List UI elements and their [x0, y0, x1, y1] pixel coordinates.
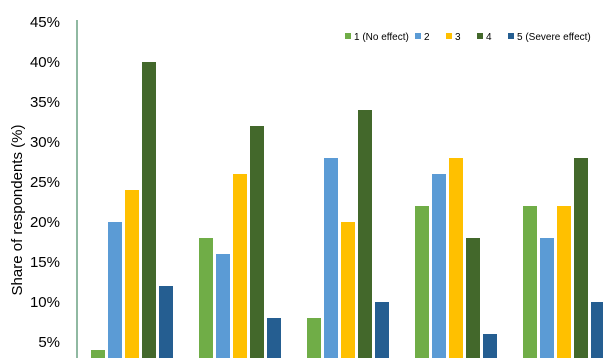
bar	[591, 302, 603, 358]
bar	[307, 318, 321, 358]
bar	[324, 158, 338, 358]
y-tick-label: 40%	[30, 54, 60, 71]
bar	[108, 222, 122, 358]
bar	[125, 190, 139, 358]
y-tick-label: 20%	[30, 214, 60, 231]
y-tick-label: 15%	[30, 254, 60, 271]
legend-label: 4	[486, 32, 492, 43]
legend-label: 3	[455, 32, 461, 43]
legend: 1 (No effect) 2 3 4 5 (Severe effect)	[345, 32, 591, 43]
legend-label: 5 (Severe effect)	[517, 32, 591, 43]
y-axis-ticks: 5% 10% 15% 20% 25% 30% 35% 40% 45%	[30, 14, 60, 351]
y-tick-label: 10%	[30, 294, 60, 311]
bar	[540, 238, 554, 358]
legend-label: 1 (No effect)	[354, 32, 409, 43]
bar	[432, 174, 446, 358]
y-tick-label: 45%	[30, 14, 60, 31]
legend-swatch	[477, 33, 483, 39]
bar	[415, 206, 429, 358]
bar	[142, 62, 156, 358]
bars	[91, 62, 603, 358]
bar	[466, 238, 480, 358]
bar	[233, 174, 247, 358]
bar	[250, 126, 264, 358]
legend-label: 2	[424, 32, 430, 43]
y-tick-label: 25%	[30, 174, 60, 191]
bar	[375, 302, 389, 358]
bar	[216, 254, 230, 358]
bar	[159, 286, 173, 358]
y-axis-title: Share of respondents (%)	[9, 125, 26, 296]
y-tick-label: 35%	[30, 94, 60, 111]
bar	[91, 350, 105, 358]
bar	[267, 318, 281, 358]
bar	[557, 206, 571, 358]
bar	[449, 158, 463, 358]
legend-swatch	[446, 33, 452, 39]
bar	[199, 238, 213, 358]
bar	[574, 158, 588, 358]
bar	[483, 334, 497, 358]
bar	[358, 110, 372, 358]
bar	[341, 222, 355, 358]
y-tick-label: 30%	[30, 134, 60, 151]
y-tick-label: 5%	[38, 334, 60, 351]
legend-swatch	[415, 33, 421, 39]
legend-swatch	[345, 33, 351, 39]
legend-swatch	[508, 33, 514, 39]
bar	[523, 206, 537, 358]
